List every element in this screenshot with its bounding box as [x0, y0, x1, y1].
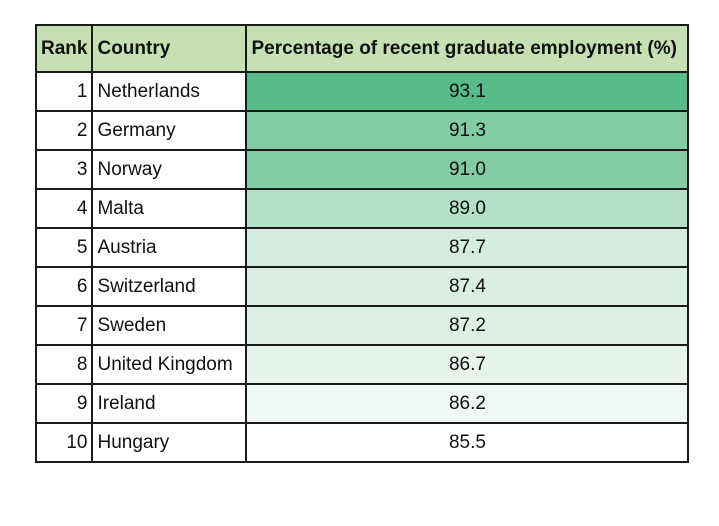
- header-percentage: Percentage of recent graduate employment…: [245, 24, 690, 73]
- percentage-cell: 87.7: [245, 227, 690, 268]
- rank-cell: 1: [34, 71, 94, 112]
- country-cell: United Kingdom: [91, 344, 248, 385]
- rank-cell: 5: [34, 227, 94, 268]
- country-cell: Austria: [91, 227, 248, 268]
- table-row: 3 Norway 91.0: [34, 149, 690, 190]
- percentage-cell: 89.0: [245, 188, 690, 229]
- country-cell: Norway: [91, 149, 248, 190]
- header-rank: Rank: [34, 24, 94, 73]
- percentage-cell: 85.5: [245, 422, 690, 463]
- table-row: 9 Ireland 86.2: [34, 383, 690, 424]
- table-row: 8 United Kingdom 86.7: [34, 344, 690, 385]
- country-cell: Germany: [91, 110, 248, 151]
- percentage-cell: 86.2: [245, 383, 690, 424]
- header-country: Country: [91, 24, 248, 73]
- percentage-cell: 87.4: [245, 266, 690, 307]
- country-cell: Sweden: [91, 305, 248, 346]
- rank-cell: 2: [34, 110, 94, 151]
- rank-cell: 3: [34, 149, 94, 190]
- table-row: 5 Austria 87.7: [34, 227, 690, 268]
- rank-cell: 9: [34, 383, 94, 424]
- table-row: 1 Netherlands 93.1: [34, 71, 690, 112]
- table-row: 6 Switzerland 87.4: [34, 266, 690, 307]
- header-row: Rank Country Percentage of recent gradua…: [34, 24, 690, 73]
- graduate-employment-table: Rank Country Percentage of recent gradua…: [34, 24, 690, 463]
- country-cell: Ireland: [91, 383, 248, 424]
- percentage-cell: 93.1: [245, 71, 690, 112]
- table-row: 10 Hungary 85.5: [34, 422, 690, 463]
- percentage-cell: 91.3: [245, 110, 690, 151]
- country-cell: Switzerland: [91, 266, 248, 307]
- rank-cell: 8: [34, 344, 94, 385]
- table-row: 2 Germany 91.3: [34, 110, 690, 151]
- percentage-cell: 87.2: [245, 305, 690, 346]
- rank-cell: 4: [34, 188, 94, 229]
- country-cell: Netherlands: [91, 71, 248, 112]
- country-cell: Hungary: [91, 422, 248, 463]
- rank-cell: 7: [34, 305, 94, 346]
- rank-cell: 10: [34, 422, 94, 463]
- table-row: 4 Malta 89.0: [34, 188, 690, 229]
- table-row: 7 Sweden 87.2: [34, 305, 690, 346]
- rank-cell: 6: [34, 266, 94, 307]
- table-body: 1 Netherlands 93.1 2 Germany 91.3 3 Norway 91.0 4…: [34, 71, 690, 463]
- percentage-cell: 91.0: [245, 149, 690, 190]
- percentage-cell: 86.7: [245, 344, 690, 385]
- country-cell: Malta: [91, 188, 248, 229]
